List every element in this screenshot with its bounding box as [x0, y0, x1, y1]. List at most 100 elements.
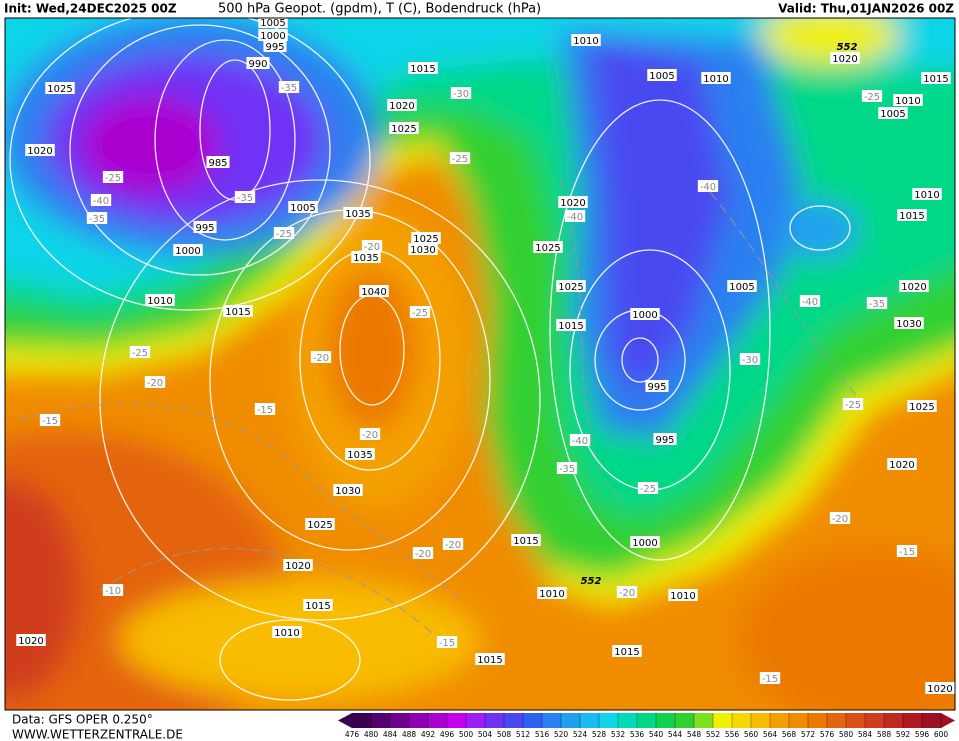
- pressure-label-box: [537, 587, 567, 599]
- colorbar-tick-label: 504: [478, 730, 493, 739]
- pressure-label: 1020: [899, 280, 929, 293]
- pressure-label: 1020: [283, 559, 313, 572]
- colorbar-tick-label: 500: [459, 730, 474, 739]
- pressure-label: 1025: [907, 400, 937, 413]
- pressure-label: 1025: [556, 280, 586, 293]
- pressure-label: 1000: [258, 29, 288, 42]
- pressure-label: 1025: [411, 232, 441, 245]
- pressure-label: 995: [263, 40, 287, 53]
- temperature-label-box: [637, 482, 659, 494]
- map-labels: 1005100099599098599510001010101510251020…: [16, 18, 955, 695]
- temperature-label: -25: [842, 398, 864, 411]
- temperature-label-box: [102, 171, 124, 183]
- temperature-label-text: -15: [257, 405, 273, 416]
- colorbar-tick-label: 592: [896, 730, 911, 739]
- temperature-label-text: -20: [147, 378, 163, 389]
- pressure-label: 1015: [556, 319, 586, 332]
- pressure-label-text: 1025: [47, 84, 72, 95]
- pressure-label: 1025: [305, 518, 335, 531]
- pressure-label-text: 1030: [896, 319, 921, 330]
- colorbar-tick-label: 540: [649, 730, 664, 739]
- temperature-label: -35: [866, 297, 888, 310]
- pressure-label: 1010: [272, 626, 302, 639]
- temperature-label-text: -40: [572, 436, 588, 447]
- pressure-label-text: 1010: [703, 74, 728, 85]
- temperature-label-box: [90, 194, 112, 206]
- pressure-label-text: 1040: [361, 287, 386, 298]
- temperature-label: -25: [861, 90, 883, 103]
- pressure-label-box: [612, 645, 642, 657]
- pressure-label: 990: [246, 57, 270, 70]
- colorbar-swatch: [447, 713, 467, 728]
- temperature-label: -35: [278, 81, 300, 94]
- colorbar-tick-label: 572: [801, 730, 816, 739]
- pressure-label-text: 1030: [335, 486, 360, 497]
- temperature-label-box: [86, 212, 108, 224]
- pressure-label: 1015: [303, 599, 333, 612]
- pressure-label-box: [647, 69, 677, 81]
- temperature-label-text: -25: [452, 154, 468, 165]
- pressure-label-text: 1025: [909, 402, 934, 413]
- temperature-label-box: [799, 295, 821, 307]
- colorbar-tick-label: 564: [763, 730, 778, 739]
- pressure-label-text: 1020: [927, 684, 952, 695]
- temperature-label-box: [412, 547, 434, 559]
- pressure-label: 1015: [612, 645, 642, 658]
- colorbar-tick-label: 496: [440, 730, 455, 739]
- pressure-label: 1040: [359, 285, 389, 298]
- pressure-label: 1005: [288, 201, 318, 214]
- pressure-label: 1005: [727, 280, 757, 293]
- pressure-label-text: 1005: [729, 282, 754, 293]
- pressure-label-box: [411, 232, 441, 244]
- colorbar-tick-label: 552: [706, 730, 721, 739]
- pressure-label-text: 1000: [260, 31, 285, 42]
- pressure-label: 1005: [647, 69, 677, 82]
- colorbar-swatch: [732, 713, 752, 728]
- temperature-label: -40: [90, 194, 112, 207]
- temperature-label: -15: [759, 672, 781, 685]
- temperature-label-text: -40: [700, 182, 716, 193]
- pressure-label-box: [897, 209, 927, 221]
- colorbar-tick-label: 520: [554, 730, 569, 739]
- pressure-label-text: 1000: [632, 538, 657, 549]
- colorbar-swatch: [409, 713, 429, 728]
- pressure-label-box: [173, 244, 203, 256]
- pressure-label-text: 1010: [274, 628, 299, 639]
- pressure-label-box: [206, 156, 230, 168]
- colorbar-tick-label: 596: [915, 730, 930, 739]
- height-label: 552: [581, 576, 602, 587]
- temperature-label-text: -20: [445, 540, 461, 551]
- pressure-label-box: [303, 599, 333, 611]
- colorbar-swatch: [428, 713, 448, 728]
- temperature-label: -40: [569, 434, 591, 447]
- temperature-label-box: [896, 545, 918, 557]
- pressure-label-box: [263, 40, 287, 52]
- temperature-label-text: -20: [832, 514, 848, 525]
- colorbar-tick-label: 560: [744, 730, 759, 739]
- pressure-label: 995: [645, 380, 669, 393]
- pressure-label-box: [193, 221, 217, 233]
- colorbar-swatch: [390, 713, 410, 728]
- temperature-label: -20: [829, 512, 851, 525]
- colorbar-tick-label: 512: [516, 730, 531, 739]
- temperature-label-box: [102, 584, 124, 596]
- temperature-label: -35: [86, 212, 108, 225]
- colorbar-swatch: [922, 713, 942, 728]
- pressure-label-box: [511, 534, 541, 546]
- temperature-label-text: -10: [105, 586, 121, 597]
- pressure-label: 1015: [408, 62, 438, 75]
- pressure-label-box: [246, 57, 270, 69]
- temperature-label-text: -35: [237, 193, 253, 204]
- temperature-label-text: -15: [42, 416, 58, 427]
- pressure-label-box: [878, 107, 908, 119]
- colorbar-swatch: [352, 713, 372, 728]
- pressure-label-box: [630, 536, 660, 548]
- pressure-label-box: [893, 94, 923, 106]
- pressure-label-box: [668, 589, 698, 601]
- pressure-label-box: [288, 201, 318, 213]
- pressure-label-text: 1010: [147, 296, 172, 307]
- data-source: Data: GFS OPER 0.250°: [12, 713, 153, 727]
- colorbar-swatch: [713, 713, 733, 728]
- temperature-label: -40: [564, 210, 586, 223]
